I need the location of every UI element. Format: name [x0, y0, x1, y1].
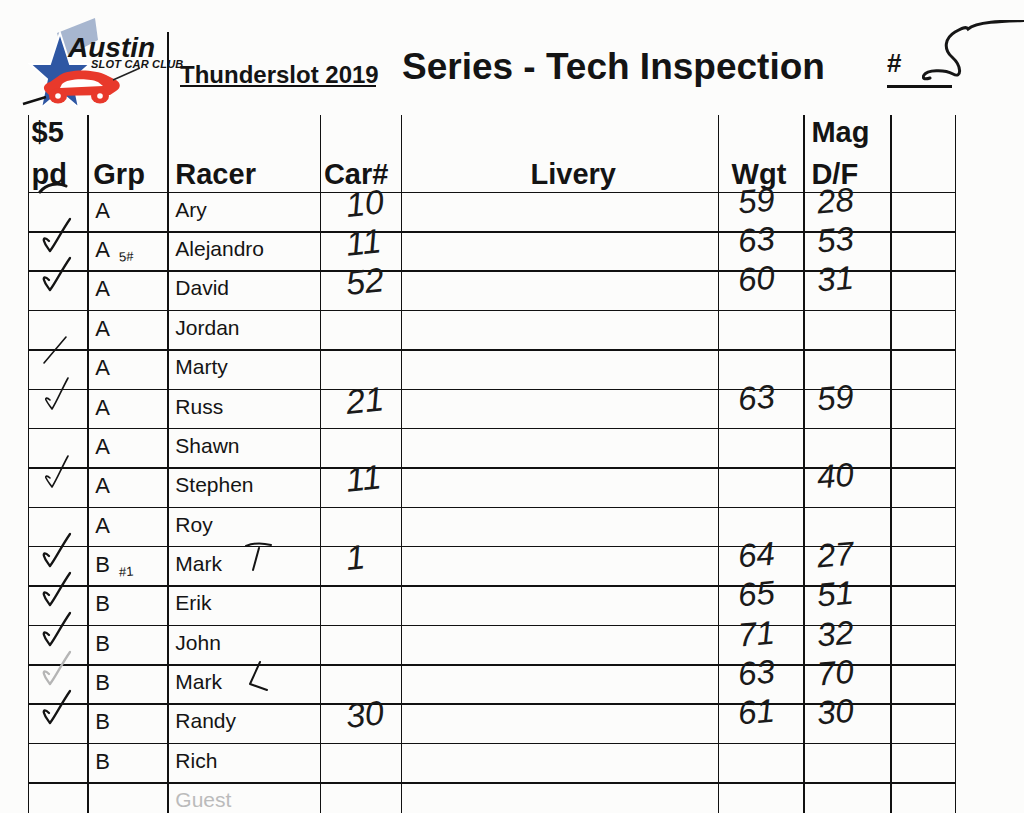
svg-text:SLOT CAR CLUB: SLOT CAR CLUB: [91, 58, 183, 70]
